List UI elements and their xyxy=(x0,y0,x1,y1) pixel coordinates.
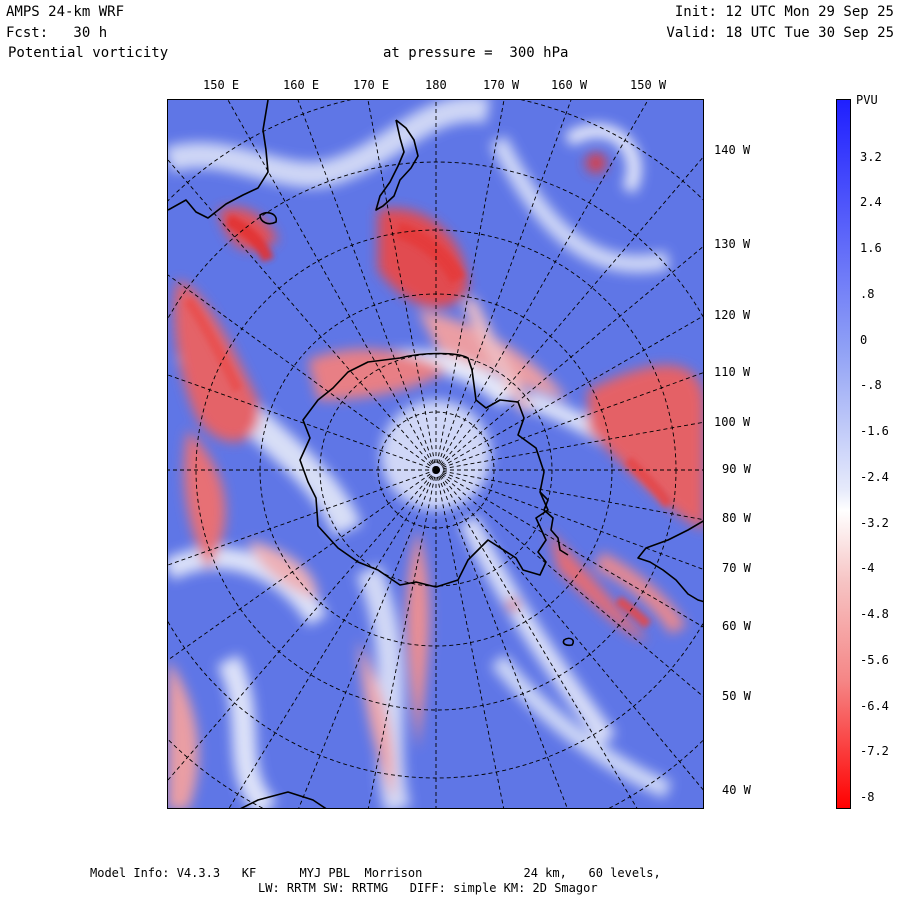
south-america-coast xyxy=(637,520,703,603)
colorbar-tick: 0 xyxy=(860,333,868,347)
new-zealand-coast xyxy=(375,119,419,211)
colorbar-tick: -.8 xyxy=(860,378,882,392)
pv-map-canvas xyxy=(168,100,703,808)
lon-label-right: 90 W xyxy=(722,462,751,476)
lon-label-top: 170 E xyxy=(353,78,390,92)
lon-label-right: 140 W xyxy=(714,143,751,157)
colorbar-title: PVU xyxy=(856,93,878,107)
lon-label-top: 180 xyxy=(425,78,447,92)
graticule xyxy=(168,100,703,808)
colorbar-tick: -3.2 xyxy=(860,516,889,530)
lon-label-top: 160 E xyxy=(283,78,320,92)
lon-label-top: 160 W xyxy=(551,78,588,92)
forecast-hour: Fcst: 30 h xyxy=(6,25,108,41)
colorbar xyxy=(836,99,851,809)
colorbar-tick: -6.4 xyxy=(860,699,889,713)
model-info-line1: Model Info: V4.3.3 KF MYJ PBL Morrison 2… xyxy=(90,866,661,880)
colorbar-tick: -5.6 xyxy=(860,653,889,667)
field-name: Potential vorticity xyxy=(8,45,169,61)
lon-label-right: 50 W xyxy=(722,689,751,703)
colorbar-tick: 2.4 xyxy=(860,195,882,209)
lon-label-right: 130 W xyxy=(714,237,751,251)
colorbar-tick: -4.8 xyxy=(860,607,889,621)
coastlines xyxy=(168,100,703,808)
valid-time: Valid: 18 UTC Tue 30 Sep 25 xyxy=(666,25,894,41)
colorbar-tick: 3.2 xyxy=(860,150,882,164)
australia-coast xyxy=(168,100,269,219)
antarctica-coast xyxy=(299,352,549,588)
lon-label-top: 170 W xyxy=(483,78,520,92)
model-title: AMPS 24-km WRF xyxy=(6,4,125,20)
lon-label-right: 70 W xyxy=(722,561,751,575)
lon-label-top: 150 W xyxy=(630,78,667,92)
colorbar-tick: .8 xyxy=(860,287,875,301)
lon-label-right: 40 W xyxy=(722,783,751,797)
tasmania-coast xyxy=(259,212,278,225)
lon-label-right: 110 W xyxy=(714,365,751,379)
lon-label-right: 60 W xyxy=(722,619,751,633)
colorbar-tick: -8 xyxy=(860,790,875,804)
lon-label-top: 150 E xyxy=(203,78,240,92)
init-time: Init: 12 UTC Mon 29 Sep 25 xyxy=(674,4,894,20)
pressure-level: at pressure = 300 hPa xyxy=(383,45,569,61)
lon-label-right: 100 W xyxy=(714,415,751,429)
colorbar-tick: -2.4 xyxy=(860,470,889,484)
pv-map xyxy=(167,99,704,809)
colorbar-tick: -1.6 xyxy=(860,424,889,438)
colorbar-tick: -4 xyxy=(860,561,875,575)
antarctica-bottom-coast xyxy=(240,791,327,808)
antarctic-peninsula-coast xyxy=(539,491,569,556)
lon-label-right: 80 W xyxy=(722,511,751,525)
lon-label-right: 120 W xyxy=(714,308,751,322)
colorbar-tick: -7.2 xyxy=(860,744,889,758)
colorbar-tick: 1.6 xyxy=(860,241,882,255)
model-info-line2: LW: RRTM SW: RRTMG DIFF: simple KM: 2D S… xyxy=(258,881,598,895)
falkland-islands-coast xyxy=(562,637,575,647)
